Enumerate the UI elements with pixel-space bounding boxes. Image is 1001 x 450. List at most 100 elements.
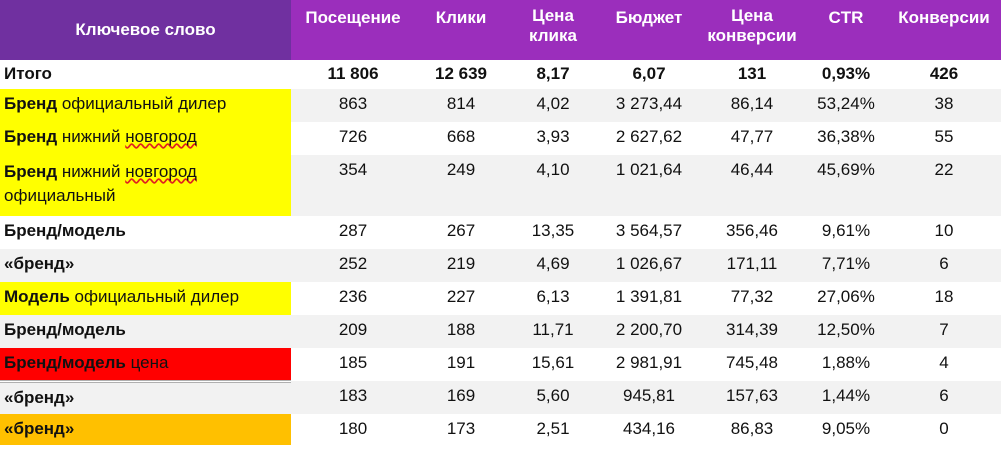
header-keyword: Ключевое слово	[0, 0, 291, 60]
visits-cell: 185	[338, 353, 368, 372]
header-cpa-line2: конверсии	[707, 26, 797, 45]
conversions-cell: 55	[934, 127, 954, 146]
header-conversions: Конверсии	[887, 0, 1001, 60]
cpa-cell: 77,32	[730, 287, 774, 306]
table-row: «бренд» 180 173 2,51 434,16 86,83 9,05% …	[0, 414, 1001, 445]
header-row: Ключевое слово Посещение Клики Цена клика…	[0, 0, 1001, 60]
table-body: Итого 11 806 12 639 8,17 6,07 131 0,93% …	[0, 60, 1001, 445]
clicks-cell: 249	[446, 160, 476, 179]
keyword-bold: Бренд	[4, 127, 58, 146]
keyword-mid: нижний	[57, 127, 126, 146]
keyword-cell: «бренд»	[0, 414, 291, 445]
keyword-bold: Бренд/модель	[4, 320, 126, 339]
budget-cell: 2 200,70	[615, 320, 683, 339]
total-row: Итого 11 806 12 639 8,17 6,07 131 0,93% …	[0, 60, 1001, 89]
keyword-cell: «бренд»	[0, 249, 291, 282]
clicks-cell: 173	[446, 419, 476, 438]
keyword-rest: официальный дилер	[69, 287, 240, 306]
header-cpc: Цена клика	[507, 0, 599, 60]
cpc-cell: 3,93	[536, 127, 570, 146]
visits-cell: 236	[338, 287, 368, 306]
cpc-cell: 6,13	[536, 287, 570, 306]
clicks-cell: 267	[446, 221, 476, 240]
clicks-cell: 169	[446, 386, 476, 405]
header-cpc-line2: клика	[529, 26, 577, 45]
cpc-cell: 15,61	[531, 353, 575, 372]
cpc-cell: 5,60	[536, 386, 570, 405]
cpc-cell: 11,71	[532, 320, 574, 339]
table-row: Бренд нижний новгород 726 668 3,93 2 627…	[0, 122, 1001, 155]
header-clicks: Клики	[415, 0, 507, 60]
budget-cell: 3 564,57	[615, 221, 683, 240]
ctr-cell: 9,61%	[821, 221, 871, 240]
table-row: «бренд» 183 169 5,60 945,81 157,63 1,44%…	[0, 381, 1001, 414]
keyword-rest: цена	[125, 353, 169, 372]
conversions-cell: 22	[934, 160, 954, 179]
keyword-cell: Бренд нижний новгород официальный	[0, 155, 291, 216]
keyword-bold: Бренд	[4, 162, 58, 181]
table-row: Бренд нижний новгород официальный 354 24…	[0, 155, 1001, 216]
keyword-bold: Бренд/модель	[4, 221, 126, 240]
budget-cell: 1 021,64	[615, 160, 683, 179]
ctr-cell: 27,06%	[817, 287, 875, 306]
visits-cell: 287	[338, 221, 368, 240]
conversions-cell: 18	[934, 287, 954, 306]
cpc-cell: 4,02	[536, 94, 570, 113]
ctr-cell: 36,38%	[817, 127, 875, 146]
keyword-wrap: Бренд нижний новгород официальный	[4, 160, 290, 208]
keyword-cell: «бренд»	[0, 381, 291, 414]
table-row: Бренд официальный дилер 863 814 4,02 3 2…	[0, 89, 1001, 122]
keyword-bold: Бренд	[4, 94, 58, 113]
header-cpc-line1: Цена	[532, 6, 574, 25]
budget-cell: 3 273,44	[615, 94, 683, 113]
header-cpa-line1: Цена	[731, 6, 773, 25]
table-header: Ключевое слово Посещение Клики Цена клика…	[0, 0, 1001, 60]
conversions-cell: 7	[939, 320, 949, 339]
clicks-cell: 668	[446, 127, 476, 146]
keyword-bold: «бренд»	[4, 254, 75, 273]
table-row: Бренд/модель цена 185 191 15,61 2 981,91…	[0, 348, 1001, 383]
header-visits: Посещение	[291, 0, 415, 60]
keyword-bold: Модель	[4, 287, 70, 306]
cpa-cell: 46,44	[730, 160, 774, 179]
clicks-cell: 188	[446, 320, 476, 339]
clicks-cell: 814	[446, 94, 476, 113]
keyword-mid: нижний	[57, 162, 126, 181]
visits-cell: 726	[338, 127, 368, 146]
total-cpa: 131	[737, 64, 767, 83]
conversions-cell: 6	[939, 254, 949, 273]
visits-cell: 354	[338, 160, 368, 179]
visits-cell: 180	[338, 419, 368, 438]
conversions-cell: 38	[934, 94, 954, 113]
keyword-cell: Бренд/модель	[0, 216, 291, 249]
cpa-cell: 47,77	[730, 127, 774, 146]
keyword-bold: «бренд»	[4, 419, 75, 438]
keyword-cell: Бренд/модель цена	[0, 348, 291, 383]
budget-cell: 2 981,91	[615, 353, 683, 372]
clicks-cell: 191	[446, 353, 476, 372]
cpa-cell: 157,63	[726, 386, 778, 405]
total-visits: 11 806	[327, 64, 379, 83]
budget-cell: 1 026,67	[615, 254, 683, 273]
visits-cell: 209	[338, 320, 368, 339]
header-budget: Бюджет	[599, 0, 699, 60]
total-conversions: 426	[929, 64, 959, 83]
cpa-cell: 86,14	[730, 94, 774, 113]
keyword-cell: Бренд/модель	[0, 315, 291, 348]
keyword-bold: «бренд»	[4, 387, 75, 407]
clicks-cell: 219	[446, 254, 476, 273]
cpa-cell: 86,83	[730, 419, 774, 438]
keyword-bold: Бренд/модель	[4, 353, 126, 372]
keyword-cell: Бренд официальный дилер	[0, 89, 291, 122]
conversions-cell: 6	[939, 386, 949, 405]
ctr-cell: 7,71%	[821, 254, 871, 273]
budget-cell: 1 391,81	[615, 287, 683, 306]
cpc-cell: 2,51	[536, 419, 570, 438]
visits-cell: 183	[338, 386, 368, 405]
clicks-cell: 227	[446, 287, 476, 306]
cpc-cell: 4,10	[536, 160, 570, 179]
table-row: Бренд/модель 209 188 11,71 2 200,70 314,…	[0, 315, 1001, 348]
budget-cell: 2 627,62	[615, 127, 683, 146]
keyword-cell: Бренд нижний новгород	[0, 122, 291, 155]
